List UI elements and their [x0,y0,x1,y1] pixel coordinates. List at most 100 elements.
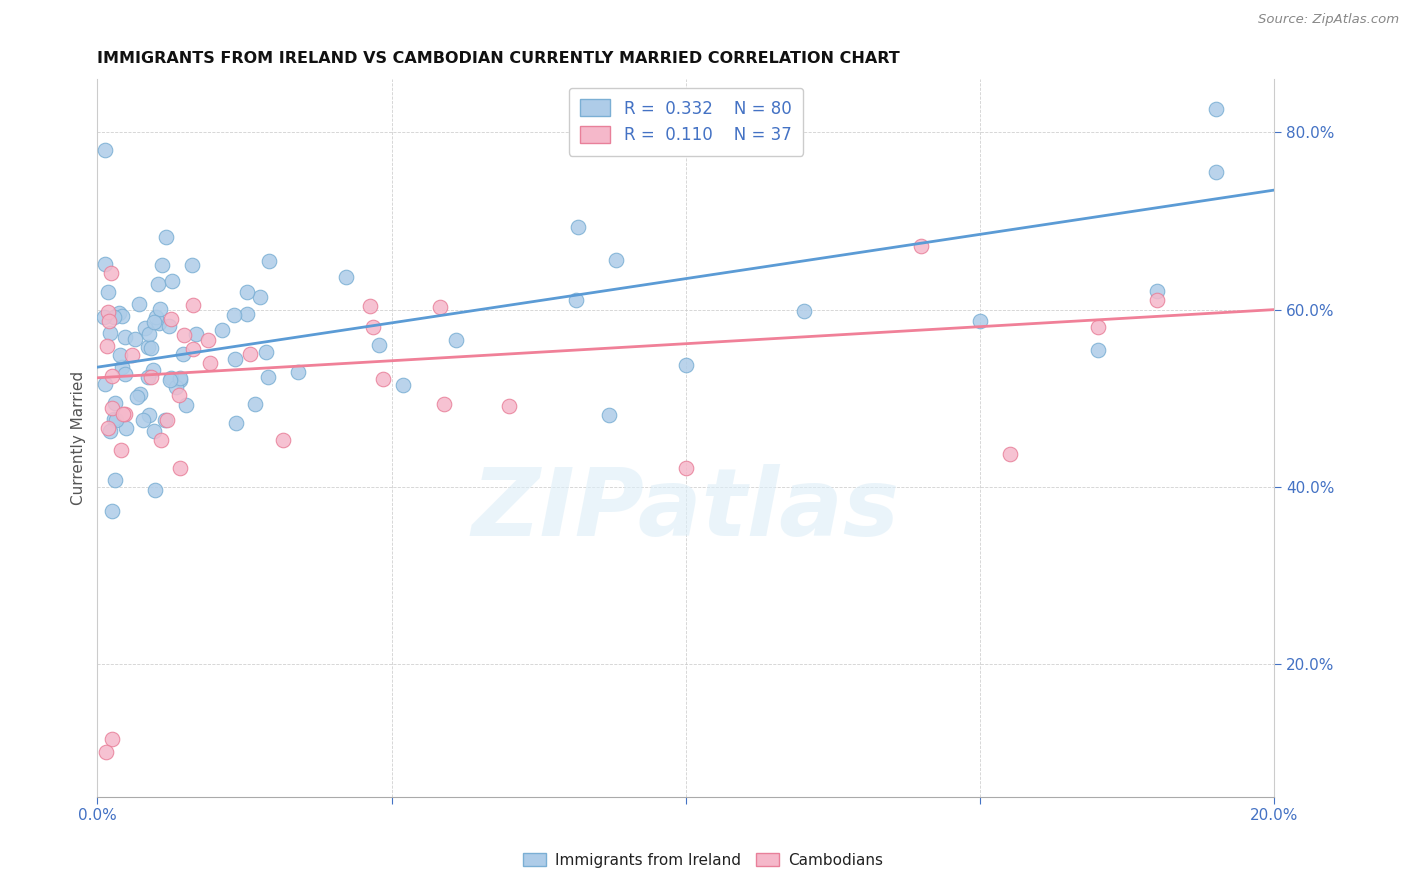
Point [101,503,124,517]
Point [287,365,309,379]
Point [149,433,172,447]
Point [142,363,165,377]
Point [101,732,124,747]
Legend: R =  0.332    N = 80, R =  0.110    N = 37: R = 0.332 N = 80, R = 0.110 N = 37 [568,87,803,156]
Point [145,310,167,324]
Point [969,314,991,328]
Point [94,376,117,391]
Point [371,372,394,386]
Point [138,327,160,342]
Point [236,285,259,299]
Point [181,342,204,356]
Point [93,310,115,324]
Point [146,277,169,292]
Point [114,330,136,344]
Y-axis label: Currently Married: Currently Married [72,371,86,505]
Text: Source: ZipAtlas.com: Source: ZipAtlas.com [1258,13,1399,27]
Point [104,396,127,410]
Point [1146,284,1168,298]
Point [180,258,202,272]
Legend: Immigrants from Ireland, Cambodians: Immigrants from Ireland, Cambodians [515,845,891,875]
Text: IMMIGRANTS FROM IRELAND VS CAMBODIAN CURRENTLY MARRIED CORRELATION CHART: IMMIGRANTS FROM IRELAND VS CAMBODIAN CUR… [97,51,900,66]
Point [160,312,183,326]
Point [114,407,136,421]
Point [141,370,163,384]
Point [444,333,467,347]
Point [97,314,120,328]
Point [257,254,280,268]
Point [97,285,120,300]
Point [169,388,191,402]
Point [392,378,415,392]
Point [150,258,173,272]
Point [249,290,271,304]
Point [181,298,204,312]
Point [155,412,177,426]
Point [97,421,120,435]
Point [160,371,183,385]
Point [155,413,177,427]
Point [368,337,391,351]
Point [110,360,132,375]
Point [200,356,222,370]
Point [1087,320,1109,334]
Point [429,301,451,315]
Point [197,333,219,347]
Point [165,380,187,394]
Point [169,460,191,475]
Point [100,266,122,280]
Point [128,297,150,311]
Point [1087,343,1109,357]
Point [910,239,932,253]
Point [675,461,697,475]
Point [169,371,191,385]
Point [94,745,117,759]
Point [793,304,815,318]
Point [104,473,127,487]
Point [114,367,136,381]
Point [110,348,132,362]
Point [224,308,246,322]
Point [363,320,385,334]
Point [98,424,121,438]
Point [174,398,197,412]
Point [132,412,155,426]
Point [104,413,127,427]
Text: ZIPatlas: ZIPatlas [472,464,900,556]
Point [567,220,589,235]
Point [225,417,247,431]
Point [97,305,120,319]
Point [98,326,121,340]
Point [211,323,233,337]
Point [1205,165,1227,179]
Point [101,368,124,383]
Point [110,443,132,458]
Point [136,370,159,384]
Point [127,390,149,404]
Point [115,421,138,435]
Point [675,358,697,372]
Point [157,319,180,334]
Point [169,373,191,387]
Point [148,316,170,330]
Point [254,344,277,359]
Point [239,347,262,361]
Point [143,424,166,438]
Point [100,401,122,415]
Point [224,351,246,366]
Point [155,229,177,244]
Point [142,315,165,329]
Point [271,433,294,447]
Point [124,333,146,347]
Point [96,339,118,353]
Point [359,299,381,313]
Point [103,310,125,325]
Point [598,409,620,423]
Point [998,447,1021,461]
Point [498,399,520,413]
Point [111,407,134,421]
Point [605,252,627,267]
Point [172,347,194,361]
Point [173,327,195,342]
Point [1205,102,1227,116]
